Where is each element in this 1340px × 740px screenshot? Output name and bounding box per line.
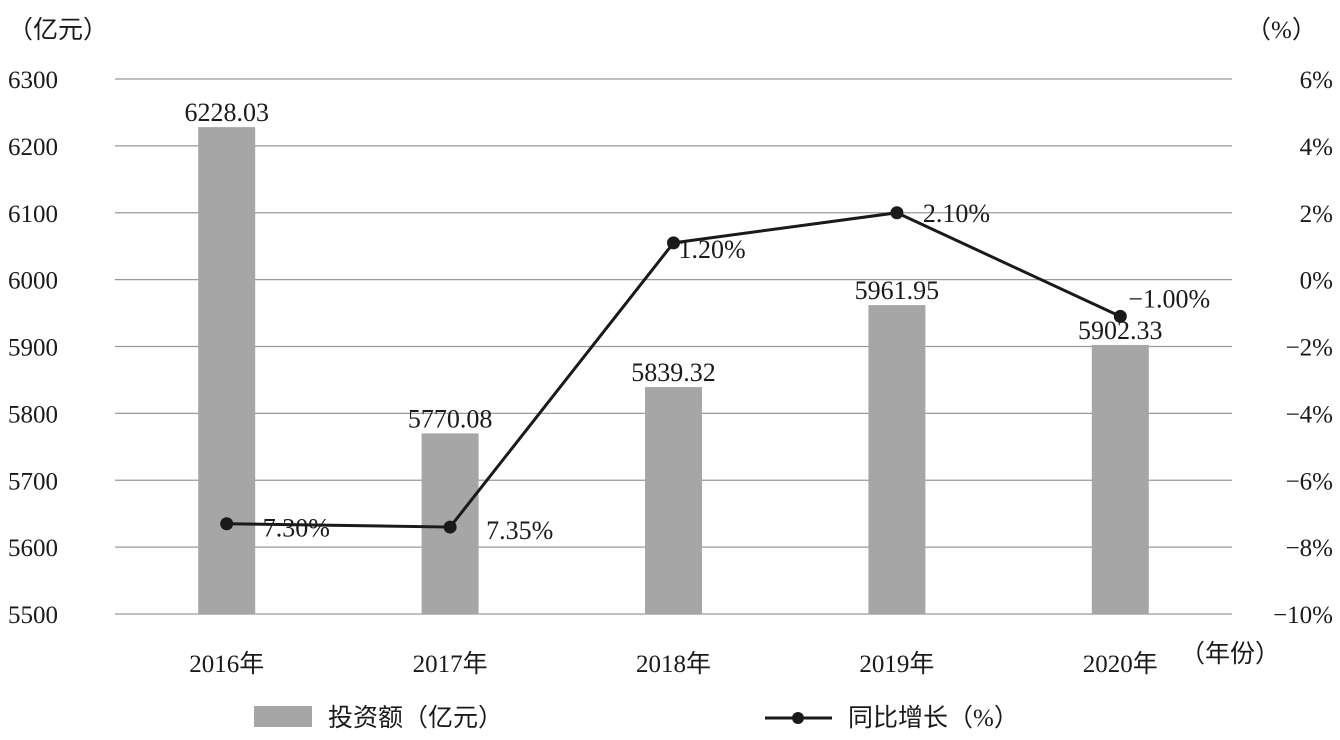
y-right-tick-label: −10%: [1273, 602, 1333, 629]
bar-data-label: 5902.33: [1078, 316, 1163, 345]
bar-data-label: 5839.32: [631, 358, 716, 387]
bar-data-label: 6228.03: [184, 98, 269, 127]
y-right-tick-label: −6%: [1286, 468, 1333, 495]
line-point: [220, 517, 234, 531]
bar-data-label: 5961.95: [855, 276, 940, 305]
y-left-tick-label: 5600: [8, 535, 58, 562]
legend-line-label: 同比增长（%）: [848, 704, 1019, 732]
bar: [868, 305, 926, 614]
y-left-tick-label: 5500: [8, 602, 58, 629]
x-tick-label: 2020年: [1083, 650, 1158, 678]
x-tick-label: 2017年: [413, 650, 488, 678]
x-tick-label: 2019年: [859, 650, 934, 678]
legend-line-marker: [792, 712, 804, 724]
gridlines: [115, 78, 1232, 615]
y-left-tick-label: 5900: [8, 335, 58, 362]
y-right-tick-label: 0%: [1300, 268, 1333, 295]
x-unit-label: （年份）: [1180, 640, 1280, 668]
legend-bar-label: 投资额（亿元）: [328, 704, 503, 732]
y-left-tick-label: 6000: [8, 268, 58, 295]
line-point: [1113, 309, 1127, 323]
line-series: [220, 206, 1127, 534]
y-left-tick-label: 5700: [8, 468, 58, 495]
line-point: [443, 520, 457, 534]
bar-data-label: 5770.08: [408, 404, 493, 433]
x-tick-label: 2018年: [636, 650, 711, 678]
y-right-tick-label: 6%: [1300, 67, 1333, 94]
legend-bar-swatch: [254, 706, 312, 727]
y-right-tick-label: 2%: [1300, 201, 1333, 228]
line-point: [890, 206, 904, 220]
y-left-tick-label: 6100: [8, 201, 58, 228]
line-point: [667, 236, 680, 250]
line-data-label: 2.10%: [923, 199, 990, 228]
y-right-tick-label: −8%: [1286, 535, 1333, 562]
bar: [645, 387, 702, 614]
y-left-tick-label: 5800: [8, 401, 58, 428]
y-right-tick-label: −4%: [1286, 401, 1333, 428]
y-left-unit-label: （亿元）: [8, 16, 108, 44]
x-tick-label: 2016年: [189, 650, 264, 678]
bar: [198, 127, 256, 614]
y-right-unit-label: （%）: [1246, 16, 1317, 44]
bar: [1091, 344, 1149, 614]
legend: 投资额（亿元） 同比增长（%）: [254, 704, 1019, 732]
line-data-label: 1.20%: [679, 235, 746, 264]
line-data-label: 7.30%: [263, 514, 330, 543]
y-left-tick-label: 6200: [8, 134, 58, 161]
chart-text: （亿元） （%） （年份） 5500 −10% 5600 −8% 5700 −6% 5800…: [8, 16, 1333, 678]
line-data-label: −1.00%: [1128, 284, 1210, 313]
y-right-tick-label: 4%: [1300, 134, 1333, 161]
y-right-tick-label: −2%: [1286, 335, 1333, 362]
y-left-tick-label: 6300: [8, 67, 58, 94]
line-data-label: 7.35%: [486, 516, 553, 545]
